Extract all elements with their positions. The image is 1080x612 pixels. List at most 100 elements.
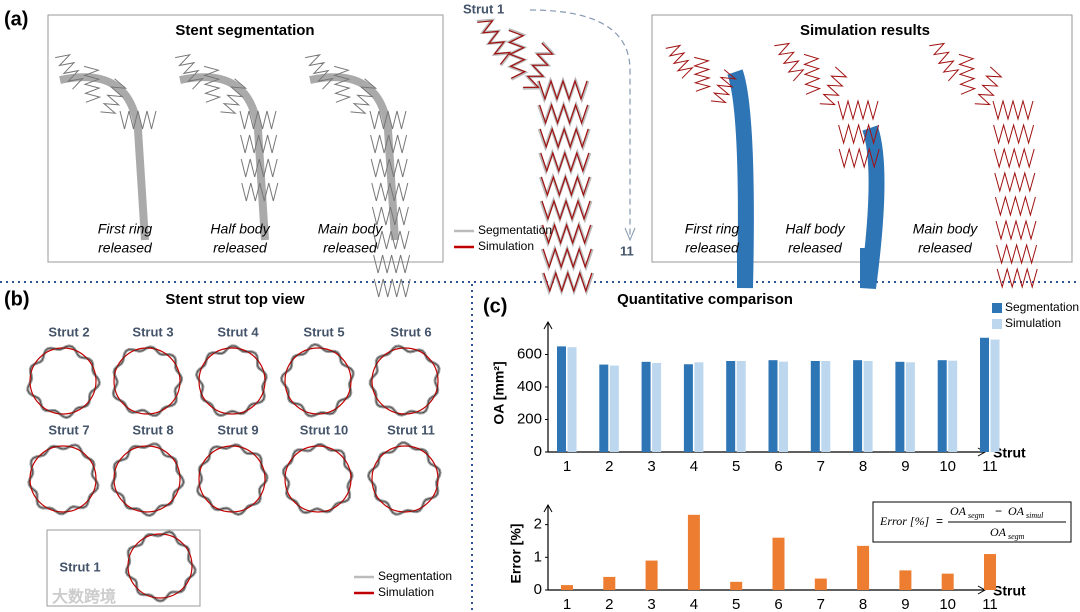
stent xyxy=(305,54,411,298)
panel-label: (a) xyxy=(4,8,28,30)
bar xyxy=(853,360,863,452)
bar xyxy=(821,361,831,452)
stage-label: Half body xyxy=(785,221,845,237)
strut-segmentation xyxy=(124,530,197,603)
x-tick-label: 3 xyxy=(647,596,655,612)
stage-label: released xyxy=(918,240,973,256)
x-axis-label: Strut xyxy=(993,583,1026,599)
stent xyxy=(55,54,157,130)
x-tick-label: 8 xyxy=(859,458,867,475)
y-tick-label: 0 xyxy=(534,443,542,460)
bar xyxy=(645,560,658,590)
formula-minus: − xyxy=(995,504,1002,518)
y-tick-label: 0 xyxy=(534,581,542,598)
legend-swatch xyxy=(992,319,1002,329)
panel-box xyxy=(46,529,201,607)
strut-label: Strut 6 xyxy=(390,324,431,339)
bar xyxy=(857,545,870,590)
stent xyxy=(774,42,880,169)
x-tick-label: 4 xyxy=(690,458,698,475)
stage-label: Main body xyxy=(318,221,384,237)
legend-label: Simulation xyxy=(478,239,534,253)
x-tick-label: 8 xyxy=(859,596,867,612)
strut-outline xyxy=(197,444,268,515)
bar xyxy=(694,362,704,452)
stage-label: released xyxy=(685,240,740,256)
strut-segmentation xyxy=(195,344,268,417)
y-axis-label: OA [mm²] xyxy=(491,361,507,424)
bar xyxy=(736,361,746,452)
x-tick-label: 6 xyxy=(774,596,782,612)
strut-label: Strut 8 xyxy=(132,422,173,437)
strut-arrow-head xyxy=(624,227,636,242)
bar xyxy=(948,360,958,452)
x-tick-label: 4 xyxy=(690,596,698,612)
formula-term-sub: simul xyxy=(1026,511,1044,520)
bar xyxy=(730,581,743,590)
bar xyxy=(599,364,609,452)
formula-lhs: Error [%] xyxy=(879,514,930,528)
x-tick-label: 11 xyxy=(982,596,998,612)
bar xyxy=(779,361,788,452)
x-tick-label: 11 xyxy=(982,458,998,475)
strut-end: 11 xyxy=(620,243,634,258)
strut-outline xyxy=(281,344,354,417)
y-tick-label: 200 xyxy=(517,410,542,427)
x-tick-label: 7 xyxy=(817,458,825,475)
bar xyxy=(561,585,573,590)
watermark: 大数跨境 xyxy=(52,587,116,606)
bar xyxy=(980,337,989,452)
bar xyxy=(990,339,1000,452)
formula-term: OA xyxy=(950,504,967,518)
strut-label: Strut 7 xyxy=(48,422,89,437)
strut-outline xyxy=(112,346,182,416)
strut-outline xyxy=(27,345,100,418)
bar xyxy=(683,364,693,452)
x-tick-label: 2 xyxy=(605,596,613,612)
strut-outline xyxy=(368,442,441,515)
panel-label: (b) xyxy=(4,288,30,310)
strut-simulation xyxy=(284,347,352,415)
strut-segmentation xyxy=(280,342,355,418)
strut-simulation xyxy=(113,347,181,415)
formula-term: OA xyxy=(1008,504,1025,518)
strut-label: Strut 4 xyxy=(217,324,259,339)
stage-label: released xyxy=(323,240,378,256)
catheter xyxy=(727,69,754,289)
panel-title: Quantitative comparison xyxy=(617,291,793,308)
bar xyxy=(772,537,785,590)
bar xyxy=(768,360,778,452)
bar xyxy=(652,362,662,452)
stage-label: released xyxy=(788,240,843,256)
x-tick-label: 5 xyxy=(732,458,740,475)
y-tick-label: 400 xyxy=(517,378,542,395)
strut-start: Strut 1 xyxy=(463,1,504,16)
bar xyxy=(726,361,736,452)
x-tick-label: 1 xyxy=(563,458,571,475)
panel-title: Simulation results xyxy=(800,22,930,39)
strut-segmentation xyxy=(196,443,269,516)
bar xyxy=(810,361,820,452)
y-tick-label: 1 xyxy=(534,548,542,565)
bar xyxy=(557,346,566,452)
legend-label: Segmentation xyxy=(478,223,552,237)
stent xyxy=(175,54,279,202)
strut-label: Strut 2 xyxy=(48,324,89,339)
stage-label: released xyxy=(213,240,268,256)
strut-label: Strut 3 xyxy=(132,324,173,339)
y-tick-label: 600 xyxy=(517,345,542,362)
strut-outline xyxy=(28,444,99,515)
strut-segmentation xyxy=(26,344,101,420)
bar xyxy=(814,578,827,590)
formula-equals: = xyxy=(936,514,943,528)
formula-term-sub: segm xyxy=(968,511,985,520)
strut-outline xyxy=(125,531,196,602)
strut-simulation xyxy=(198,445,266,513)
x-tick-label: 5 xyxy=(732,596,740,612)
strut-segmentation xyxy=(110,442,186,517)
strut-label: Strut 9 xyxy=(217,422,258,437)
stent xyxy=(665,44,737,104)
x-axis-label: Strut xyxy=(993,445,1026,461)
y-axis-label: Error [%] xyxy=(508,524,524,584)
